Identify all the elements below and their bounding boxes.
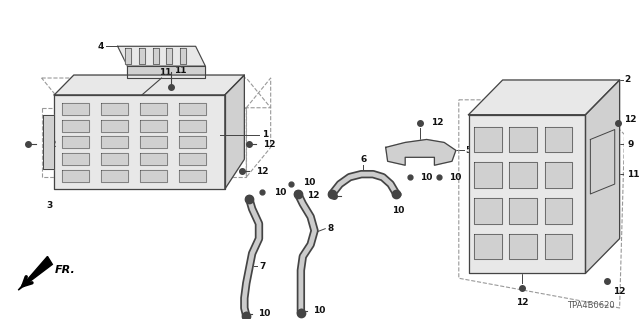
Polygon shape: [225, 75, 244, 189]
Polygon shape: [62, 170, 90, 182]
Polygon shape: [140, 153, 168, 165]
Polygon shape: [474, 234, 502, 260]
Polygon shape: [140, 137, 168, 148]
Polygon shape: [545, 162, 572, 188]
Polygon shape: [140, 170, 168, 182]
Polygon shape: [153, 48, 159, 64]
Polygon shape: [179, 120, 206, 132]
Text: 2: 2: [625, 76, 631, 84]
Polygon shape: [42, 78, 271, 108]
Text: 10: 10: [312, 307, 325, 316]
Polygon shape: [139, 48, 145, 64]
Text: 11: 11: [174, 66, 187, 75]
Text: 4: 4: [98, 42, 104, 51]
Polygon shape: [54, 75, 244, 95]
Text: 12: 12: [625, 115, 637, 124]
Polygon shape: [140, 103, 168, 115]
Text: 1: 1: [262, 130, 268, 139]
Polygon shape: [386, 140, 456, 165]
Text: TPA4B0620: TPA4B0620: [567, 301, 615, 310]
Polygon shape: [474, 162, 502, 188]
Polygon shape: [179, 137, 206, 148]
Polygon shape: [101, 153, 129, 165]
Polygon shape: [140, 120, 168, 132]
Text: 11: 11: [159, 68, 172, 76]
Polygon shape: [54, 95, 225, 189]
Polygon shape: [125, 48, 131, 64]
Polygon shape: [180, 48, 186, 64]
Polygon shape: [62, 153, 90, 165]
Polygon shape: [101, 103, 129, 115]
Text: 10: 10: [392, 206, 404, 215]
Polygon shape: [62, 137, 90, 148]
Text: 7: 7: [259, 262, 266, 271]
Polygon shape: [18, 256, 52, 290]
Polygon shape: [509, 234, 537, 260]
Text: FR.: FR.: [54, 265, 75, 275]
Polygon shape: [62, 120, 90, 132]
Text: 10: 10: [258, 309, 270, 318]
Polygon shape: [179, 170, 206, 182]
Polygon shape: [468, 80, 620, 115]
Text: 10: 10: [303, 178, 316, 187]
Polygon shape: [166, 48, 172, 64]
Text: 11: 11: [627, 170, 640, 179]
Text: 12: 12: [263, 140, 275, 149]
Text: 12: 12: [612, 287, 625, 296]
Polygon shape: [590, 130, 615, 194]
Text: 10: 10: [420, 172, 432, 182]
Text: 9: 9: [627, 140, 634, 149]
Polygon shape: [509, 127, 537, 152]
Text: 12: 12: [44, 140, 56, 149]
Polygon shape: [101, 120, 129, 132]
Text: 10: 10: [449, 172, 461, 182]
Polygon shape: [474, 127, 502, 152]
Text: 12: 12: [431, 118, 444, 127]
Polygon shape: [42, 108, 246, 177]
Polygon shape: [246, 78, 271, 177]
Text: 12: 12: [256, 167, 269, 176]
Polygon shape: [509, 198, 537, 224]
Polygon shape: [179, 153, 206, 165]
Polygon shape: [101, 170, 129, 182]
Polygon shape: [43, 115, 54, 169]
Text: 8: 8: [327, 224, 333, 233]
Text: 6: 6: [360, 155, 366, 164]
Polygon shape: [101, 137, 129, 148]
Polygon shape: [545, 234, 572, 260]
Text: 12: 12: [516, 298, 529, 307]
Text: 12: 12: [307, 191, 319, 200]
Polygon shape: [509, 162, 537, 188]
Text: 5: 5: [466, 146, 472, 155]
Text: 10: 10: [274, 188, 286, 196]
Polygon shape: [468, 115, 586, 273]
Polygon shape: [179, 103, 206, 115]
Polygon shape: [62, 103, 90, 115]
Polygon shape: [545, 127, 572, 152]
Text: 3: 3: [46, 201, 52, 210]
Polygon shape: [127, 66, 205, 78]
Polygon shape: [474, 198, 502, 224]
Polygon shape: [545, 198, 572, 224]
Polygon shape: [118, 46, 205, 66]
Polygon shape: [586, 80, 620, 273]
